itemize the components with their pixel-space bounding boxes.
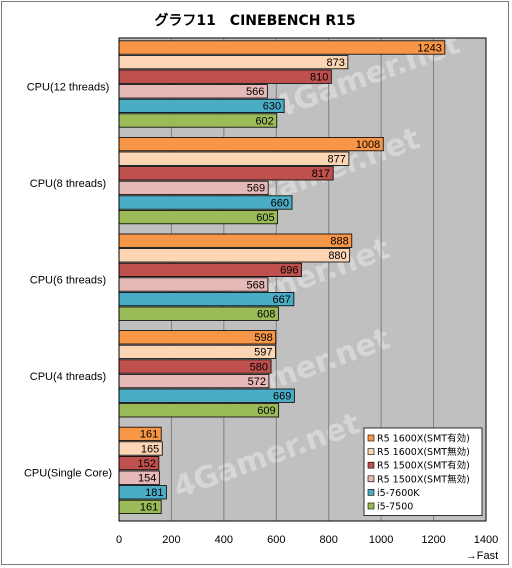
legend-entry: i5-7500 <box>377 502 413 513</box>
legend-entry: R5 1500X(SMT有効) <box>377 460 470 472</box>
bar <box>118 166 334 181</box>
legend-box <box>363 427 483 516</box>
legend-swatch <box>367 502 375 510</box>
bar <box>118 330 277 345</box>
category-label: CPU(4 threads) <box>30 371 106 383</box>
data-label: 880 <box>328 250 346 262</box>
chart-title: グラフ11 CINEBENCH R15 <box>154 12 355 29</box>
data-label: 161 <box>140 502 158 514</box>
legend-entry: i5-7600K <box>377 488 420 499</box>
bar <box>118 113 278 128</box>
bar <box>118 55 349 70</box>
bar <box>118 373 270 389</box>
x-tick-label: 600 <box>267 534 285 546</box>
bar <box>118 195 293 210</box>
data-label: 568 <box>247 279 265 291</box>
bar <box>118 209 278 225</box>
data-label: 877 <box>328 154 346 166</box>
bar <box>118 69 332 84</box>
category-label: CPU(Single Core) <box>24 468 112 480</box>
x-tick-label: 800 <box>320 534 338 546</box>
bar <box>118 359 272 374</box>
bar <box>118 344 276 360</box>
data-label: 888 <box>330 236 348 248</box>
data-label: 608 <box>257 309 275 321</box>
data-label: 165 <box>141 443 159 455</box>
data-label: 597 <box>254 347 272 359</box>
category-label: CPU(12 threads) <box>27 81 110 93</box>
legend-swatch <box>367 489 375 496</box>
data-label: 602 <box>255 115 273 127</box>
bar <box>118 233 353 248</box>
legend-swatch <box>367 434 375 442</box>
data-label: 669 <box>273 391 291 403</box>
bar <box>118 291 295 307</box>
legend-swatch <box>367 461 375 469</box>
bar <box>118 180 269 195</box>
legend-swatch <box>367 475 375 483</box>
data-label: 605 <box>256 212 274 224</box>
data-label: 152 <box>137 458 155 470</box>
data-label: 566 <box>246 86 264 98</box>
data-label: 817 <box>312 168 330 180</box>
bar <box>118 306 279 321</box>
x-tick-label: 1200 <box>421 534 445 546</box>
data-label: 181 <box>145 487 163 499</box>
plot-area: 4Gamer.net4Gamer.net4Gamer.net4Gamer.net… <box>24 26 498 546</box>
bar <box>118 136 384 152</box>
x-tick-label: 200 <box>162 534 180 546</box>
data-label: 1243 <box>417 42 441 54</box>
x-axis-label: →Fast <box>466 550 498 562</box>
x-tick-label: 400 <box>215 534 233 546</box>
data-label: 696 <box>280 265 298 277</box>
bar <box>118 248 351 263</box>
legend: R5 1600X(SMT有効)R5 1600X(SMT無効) R5 1500X(S… <box>363 427 483 516</box>
legend-entry: R5 1600X(SMT有効) <box>377 433 470 445</box>
data-label: 572 <box>248 376 266 388</box>
bar <box>118 40 446 55</box>
legend-entry: R5 1600X(SMT無効) <box>377 446 470 458</box>
bar <box>118 403 280 418</box>
x-tick-label: 1000 <box>369 534 393 546</box>
data-label: 154 <box>138 473 156 485</box>
data-label: 630 <box>263 101 281 113</box>
bar <box>118 98 285 113</box>
plot-border <box>118 37 487 522</box>
data-label: 667 <box>272 294 290 306</box>
x-tick-label: 0 <box>116 534 122 546</box>
category-label: CPU(6 threads) <box>30 275 106 287</box>
data-label: 1008 <box>356 139 380 151</box>
data-label: 161 <box>140 429 158 441</box>
bar <box>118 151 350 166</box>
legend-swatch <box>367 448 375 455</box>
legend-entry: R5 1500X(SMT無効) <box>377 473 470 485</box>
data-label: 598 <box>254 332 272 344</box>
x-tick-label: 1400 <box>474 534 498 546</box>
data-label: 873 <box>326 57 344 69</box>
data-label: 580 <box>250 361 268 373</box>
data-label: 569 <box>247 183 265 195</box>
data-label: 810 <box>310 72 328 84</box>
bar <box>118 388 295 403</box>
bar <box>118 262 302 278</box>
category-label: CPU(8 threads) <box>30 178 106 190</box>
data-label: 609 <box>257 405 275 417</box>
data-label: 660 <box>271 197 289 209</box>
